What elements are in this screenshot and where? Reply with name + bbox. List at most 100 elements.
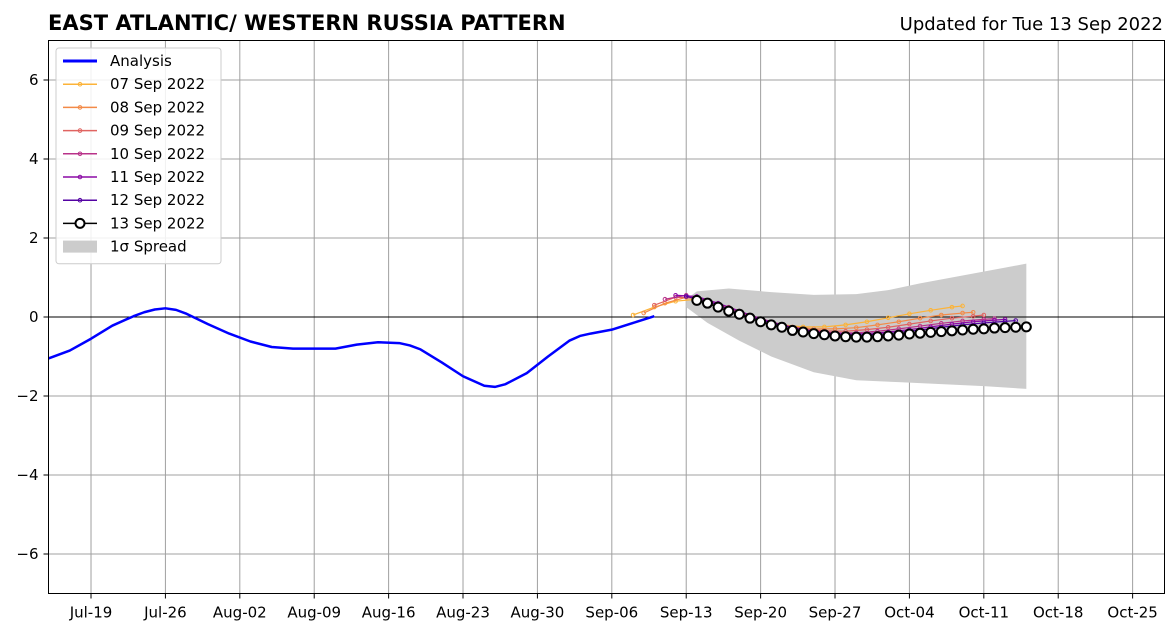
forecast-point	[850, 331, 862, 343]
forecast-point	[893, 329, 905, 341]
forecast-point	[960, 310, 965, 316]
y-tick-label: −6	[16, 545, 38, 563]
forecast-point	[797, 326, 809, 338]
x-tick-label: Sep-13	[660, 604, 713, 622]
forecast-point	[917, 315, 923, 321]
forecast-point	[840, 331, 852, 343]
forecast-point	[829, 330, 841, 342]
legend: Analysis 07 Sep 2022 08 Sep 2022 09 Sep 202…	[55, 47, 222, 265]
forecast-point	[853, 325, 859, 330]
forecast-point	[935, 326, 947, 338]
x-tick-label: Sep-20	[734, 604, 787, 622]
forecast-point	[861, 331, 873, 343]
forecast-point	[914, 327, 926, 339]
forecast-point	[630, 312, 636, 318]
forecast-point	[949, 315, 955, 321]
forecast-point	[765, 319, 777, 331]
forecast-point	[872, 331, 884, 343]
forecast-point	[1010, 321, 1022, 333]
forecast-point	[896, 319, 902, 325]
x-tick-label: Aug-02	[213, 604, 267, 622]
x-axis-ticks: Jul-19 Jul-26 Aug-02 Aug-09 Aug-16 Aug-23 Aug-…	[69, 593, 1158, 622]
legend-swatch	[63, 240, 97, 253]
x-tick-label: Oct-04	[884, 604, 934, 622]
forecast-point	[928, 307, 933, 313]
x-tick-label: Aug-30	[511, 604, 565, 622]
forecast-point	[843, 322, 848, 328]
forecast-point	[988, 322, 1000, 334]
x-tick-label: Oct-25	[1107, 604, 1157, 622]
legend-label: 1σ Spread	[110, 238, 187, 256]
legend-marker	[77, 151, 83, 157]
y-tick-label: 2	[29, 229, 39, 247]
forecast-point	[818, 329, 830, 341]
legend-label: 09 Sep 2022	[110, 122, 205, 140]
x-tick-label: Jul-19	[69, 604, 113, 622]
forecast-point	[978, 323, 990, 335]
analysis-line	[48, 307, 655, 389]
legend-label: Analysis	[110, 52, 172, 70]
legend-label: 12 Sep 2022	[110, 191, 205, 209]
legend-marker	[77, 105, 83, 110]
x-tick-label: Oct-11	[959, 604, 1009, 622]
forecast-point	[885, 324, 891, 330]
forecast-point	[885, 315, 891, 321]
forecast-point	[939, 312, 944, 318]
y-tick-label: 6	[29, 71, 39, 89]
legend-label: 08 Sep 2022	[110, 98, 205, 116]
y-tick-label: −4	[16, 466, 38, 484]
forecast-point	[641, 310, 647, 316]
forecast-point	[662, 296, 668, 302]
y-tick-label: 4	[29, 150, 39, 168]
analysis-series	[48, 307, 655, 389]
forecast-point	[701, 297, 713, 309]
legend-label: 07 Sep 2022	[110, 75, 205, 93]
forecast-point	[970, 313, 976, 319]
forecast-point	[787, 324, 798, 336]
forecast-point	[928, 318, 933, 324]
forecast-point	[744, 312, 756, 324]
forecast-point	[723, 305, 735, 317]
forecast-point	[981, 312, 987, 318]
forecast-point	[907, 321, 912, 327]
forecast-point	[903, 328, 915, 340]
forecast-point	[808, 328, 820, 340]
forecast-point	[925, 326, 937, 338]
legend-marker	[77, 128, 83, 133]
forecast-series	[630, 292, 1032, 343]
x-tick-label: Aug-09	[287, 604, 341, 622]
forecast-point	[683, 294, 689, 299]
legend-label: 10 Sep 2022	[110, 145, 205, 163]
forecast-point	[755, 316, 767, 328]
legend-marker	[74, 217, 86, 229]
x-tick-label: Sep-06	[585, 604, 638, 622]
forecast-point	[949, 304, 955, 310]
forecast-point	[733, 308, 745, 320]
chart-title: EAST ATLANTIC/ WESTERN RUSSIA PATTERN	[48, 11, 566, 35]
forecast-point	[967, 323, 979, 335]
chart-subtitle: Updated for Tue 13 Sep 2022	[900, 14, 1163, 35]
legend-label: 11 Sep 2022	[110, 168, 205, 186]
forecast-point	[960, 303, 965, 309]
x-tick-label: Sep-27	[809, 604, 862, 622]
forecast-point	[946, 325, 958, 337]
forecast-point	[1020, 321, 1032, 333]
x-tick-label: Jul-26	[143, 604, 187, 622]
x-tick-label: Oct-18	[1033, 604, 1083, 622]
legend-label: 13 Sep 2022	[110, 214, 205, 232]
forecast-point	[691, 294, 703, 306]
legend-marker	[77, 197, 83, 203]
legend-marker	[77, 174, 83, 180]
forecast-point	[882, 330, 894, 342]
x-tick-label: Aug-23	[436, 604, 490, 622]
forecast-point	[776, 321, 788, 333]
forecast-point	[907, 311, 912, 317]
y-tick-label: −2	[16, 387, 38, 405]
forecast-point	[875, 322, 880, 328]
forecast-point	[999, 322, 1011, 334]
forecast-point	[957, 324, 969, 336]
legend-marker	[77, 81, 83, 87]
x-tick-label: Aug-16	[362, 604, 416, 622]
forecast-point	[864, 319, 870, 325]
